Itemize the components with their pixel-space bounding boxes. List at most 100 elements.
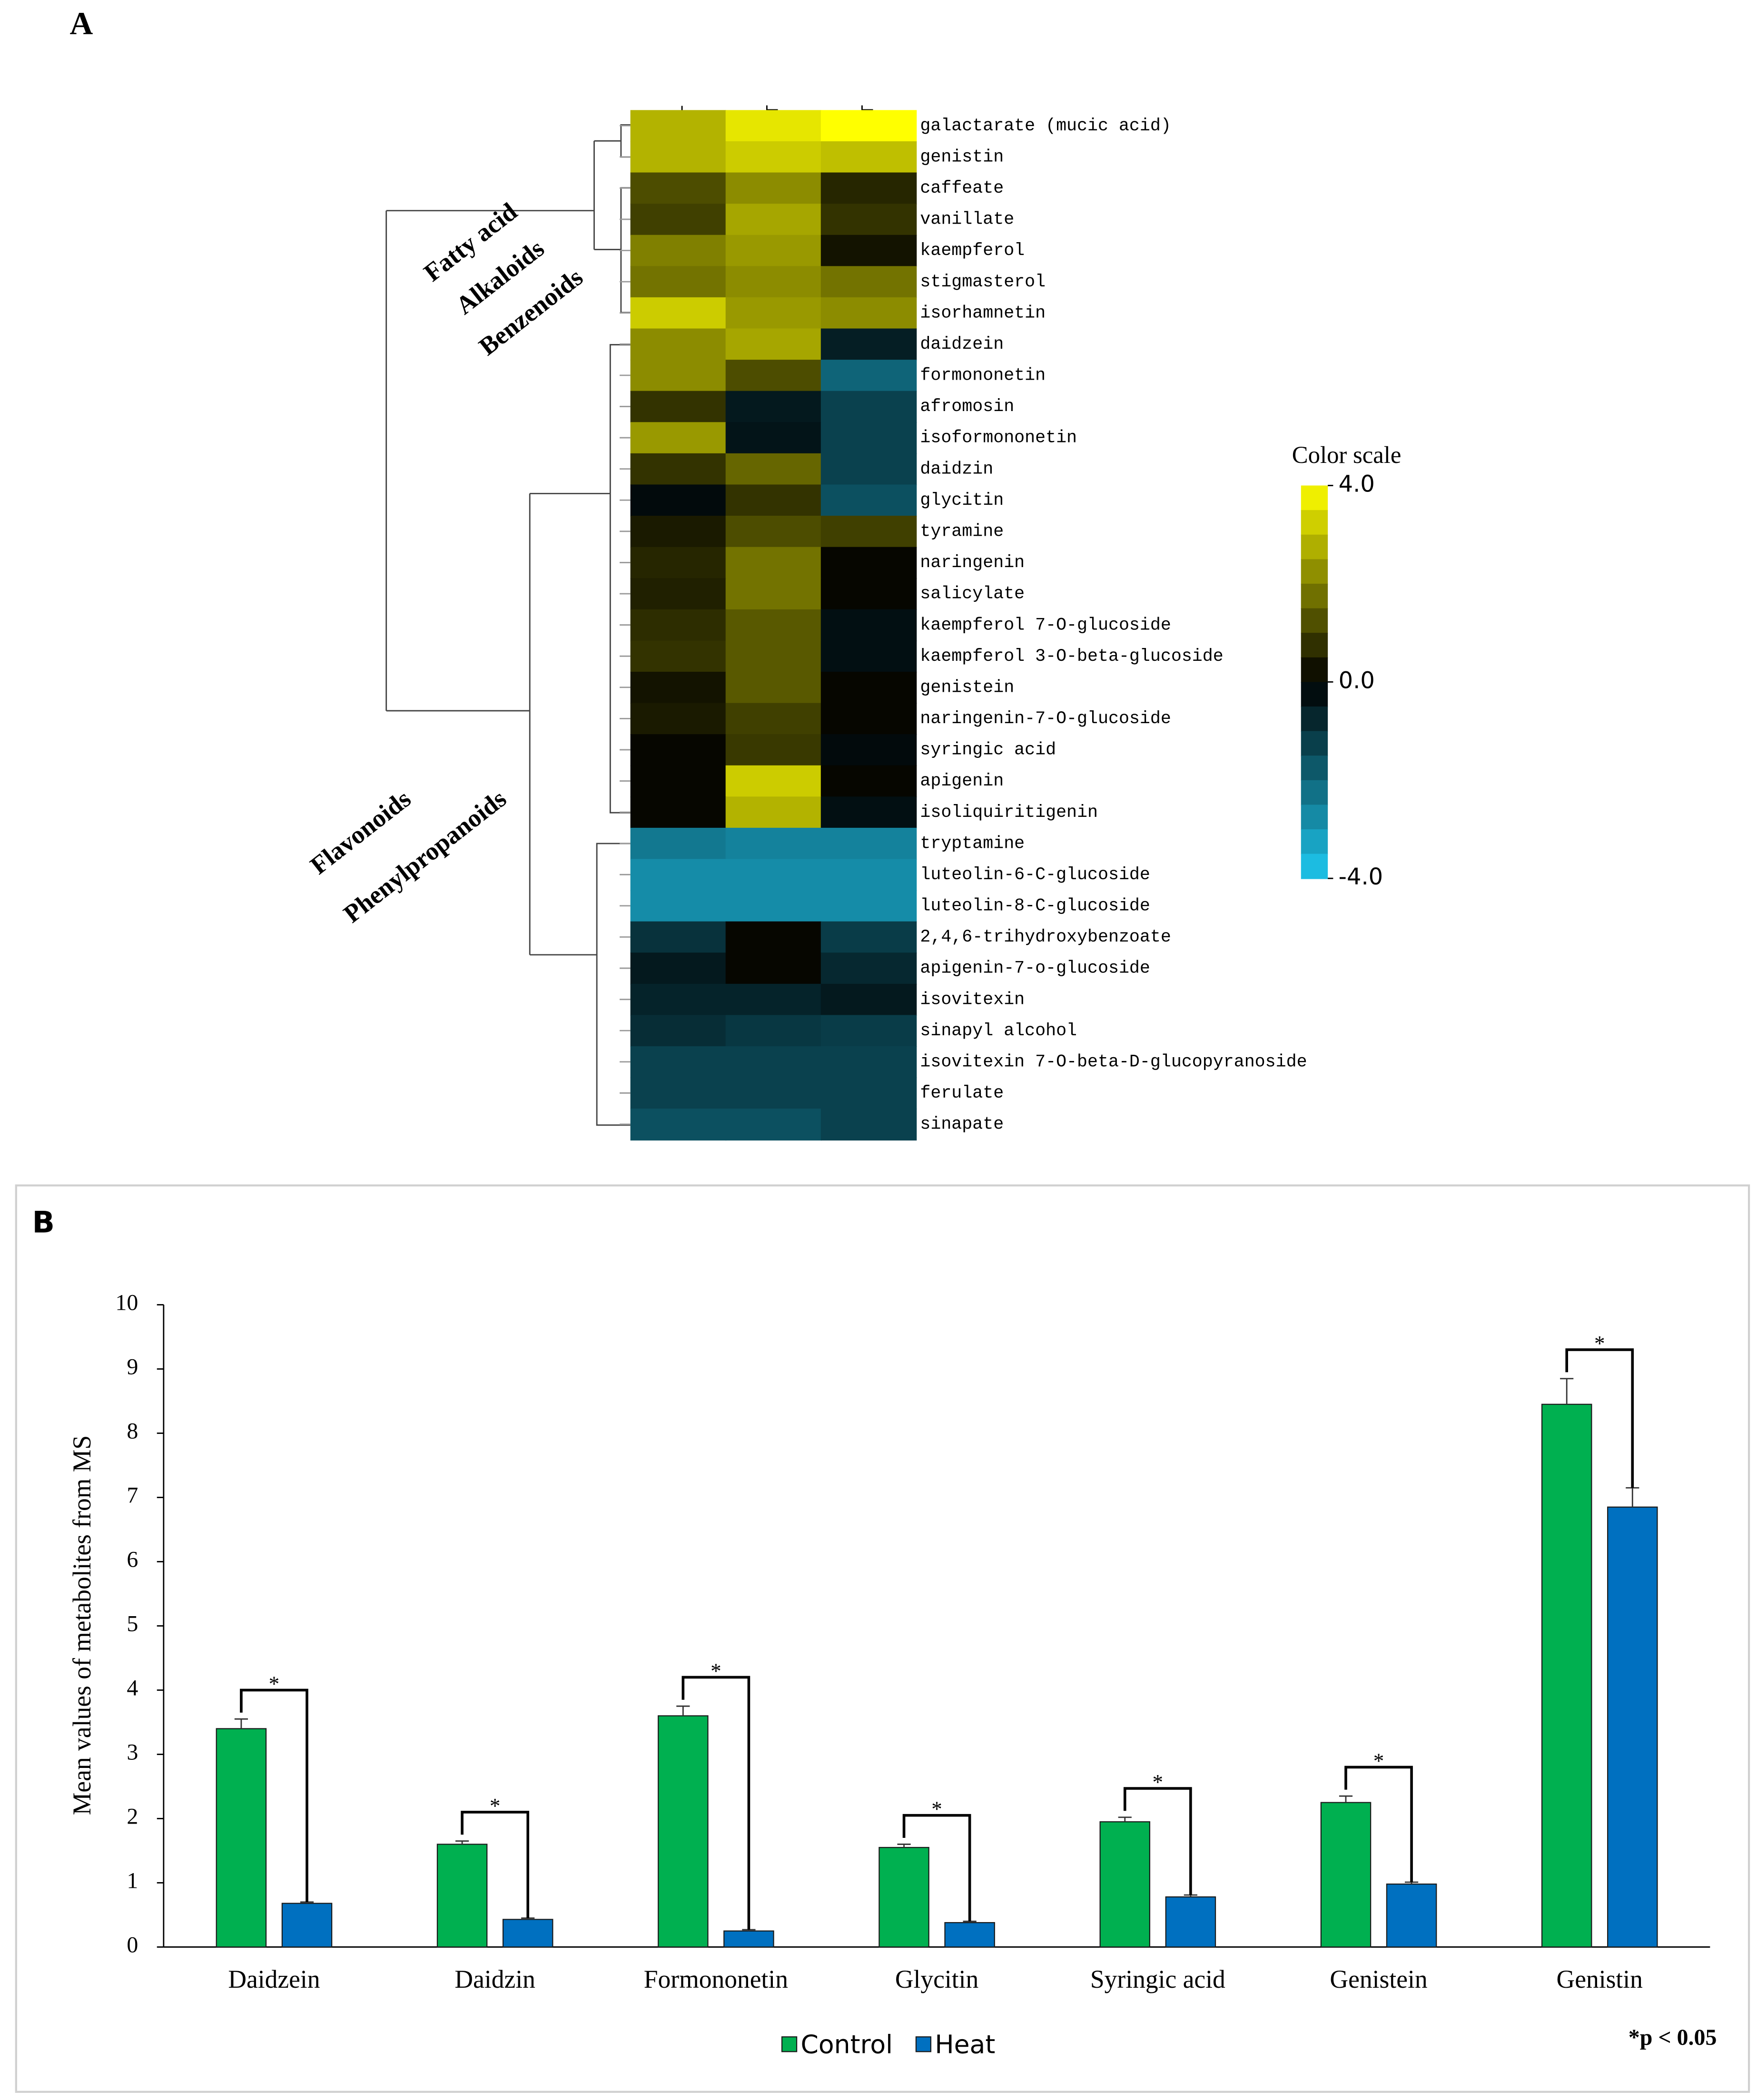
error-bar xyxy=(1339,1795,1353,1803)
heatmap-cell xyxy=(820,360,917,392)
heatmap-cell xyxy=(725,547,822,579)
heatmap-cell xyxy=(725,235,822,267)
row-label: luteolin-8-C-glucoside xyxy=(920,896,1150,916)
x-tick-label: Daidzein xyxy=(228,1965,320,1993)
colorbar-step xyxy=(1301,805,1328,830)
heatmap-cell xyxy=(630,484,727,517)
heatmap-cell xyxy=(630,547,727,579)
y-tick-label: 6 xyxy=(127,1547,138,1572)
heatmap-cell xyxy=(820,297,917,329)
y-tick-label: 0 xyxy=(127,1932,138,1957)
bar xyxy=(281,1903,333,1948)
heatmap-cell xyxy=(630,453,727,485)
colorbar-tick-label: 4.0 xyxy=(1339,471,1375,497)
row-label: tryptamine xyxy=(920,834,1025,853)
y-tick-label: 2 xyxy=(127,1804,138,1829)
heatmap-cell xyxy=(630,360,727,392)
significance-label: * xyxy=(1594,1332,1605,1355)
heatmap-cell xyxy=(725,266,822,298)
heatmap-cell xyxy=(820,1077,917,1109)
heatmap-cell xyxy=(630,983,727,1016)
heatmap-cell xyxy=(630,703,727,735)
panel-label: A xyxy=(70,6,93,41)
row-label: isovitexin 7-O-beta-D-glucopyranoside xyxy=(920,1052,1307,1072)
y-tick-label: 9 xyxy=(127,1354,138,1379)
heatmap-cell xyxy=(725,328,822,361)
bar xyxy=(878,1847,929,1948)
heatmap-cell xyxy=(725,516,822,548)
row-label: kaempferol xyxy=(920,241,1025,260)
heatmap-cell xyxy=(820,703,917,735)
error-bar xyxy=(455,1840,469,1845)
colorbar-step xyxy=(1301,756,1328,781)
row-label: afromosin xyxy=(920,397,1014,416)
heatmap-cell xyxy=(725,640,822,673)
heatmap-cell xyxy=(630,952,727,985)
heatmap-cell xyxy=(725,453,822,485)
x-tick-label: Formononetin xyxy=(644,1965,788,1993)
row-label: genistein xyxy=(920,677,1014,697)
row-label: naringenin xyxy=(920,553,1025,572)
colorbar-step xyxy=(1301,829,1328,855)
heatmap-cell xyxy=(820,734,917,766)
colorbar-step xyxy=(1301,780,1328,805)
heatmap-cell xyxy=(630,890,727,922)
heatmap-cell xyxy=(725,484,822,517)
heatmap-cell xyxy=(820,609,917,641)
heatmap-cell xyxy=(725,297,822,329)
heatmap-cell xyxy=(820,952,917,985)
heatmap-cell xyxy=(820,266,917,298)
colorbar-step xyxy=(1301,731,1328,756)
row-label: luteolin-6-C-glucoside xyxy=(920,865,1150,884)
heatmap-cell xyxy=(820,859,917,891)
heatmap-cell xyxy=(725,859,822,891)
x-tick-label: Syringic acid xyxy=(1090,1965,1225,1993)
y-tick-label: 5 xyxy=(127,1611,138,1636)
heatmap-cell xyxy=(725,204,822,236)
significance-label: * xyxy=(711,1659,721,1683)
row-label: sinapyl alcohol xyxy=(920,1021,1077,1040)
heatmap-cell xyxy=(630,204,727,236)
heatmap-cell xyxy=(820,578,917,610)
row-label: caffeate xyxy=(920,178,1004,198)
colorbar-step xyxy=(1301,608,1328,634)
heatmap-cell xyxy=(820,235,917,267)
row-label: kaempferol 3-O-beta-glucoside xyxy=(920,647,1223,666)
row-label: formononetin xyxy=(920,366,1046,385)
heatmap-cell xyxy=(630,859,727,891)
heatmap-cell xyxy=(820,1109,917,1141)
row-label: kaempferol 7-O-glucoside xyxy=(920,615,1171,635)
row-label: stigmasterol xyxy=(920,272,1046,292)
panel-frame xyxy=(15,1184,1750,2093)
legend-label: Heat xyxy=(935,2030,995,2060)
heatmap-cell xyxy=(820,1015,917,1047)
heatmap-cell xyxy=(630,110,727,142)
row-label: isorhamnetin xyxy=(920,303,1046,323)
heatmap-cell xyxy=(725,703,822,735)
heatmap-cell xyxy=(630,422,727,454)
heatmap-cell xyxy=(820,796,917,829)
heatmap-cell xyxy=(630,671,727,704)
bar xyxy=(658,1715,709,1948)
bar xyxy=(502,1919,553,1948)
heatmap-cell xyxy=(630,391,727,423)
colorbar-step xyxy=(1301,583,1328,609)
bar xyxy=(1165,1896,1216,1948)
significance-label: * xyxy=(490,1794,501,1818)
row-label: isoformononetin xyxy=(920,428,1077,448)
heatmap-cell xyxy=(820,453,917,485)
heatmap-cell xyxy=(725,172,822,205)
heatmap-cell xyxy=(725,1015,822,1047)
significance-label: * xyxy=(1153,1770,1164,1794)
colorbar-step xyxy=(1301,854,1328,879)
significance-bracket xyxy=(681,1676,750,1930)
significance-bracket xyxy=(1123,1787,1192,1895)
heatmap-cell xyxy=(725,952,822,985)
row-label: ferulate xyxy=(920,1083,1004,1103)
colorbar-step xyxy=(1301,510,1328,536)
colorbar-step xyxy=(1301,682,1328,707)
significance-bracket xyxy=(1565,1348,1634,1488)
colorbar-step xyxy=(1301,534,1328,560)
heatmap-cell xyxy=(725,827,822,860)
error-bar xyxy=(676,1705,690,1716)
